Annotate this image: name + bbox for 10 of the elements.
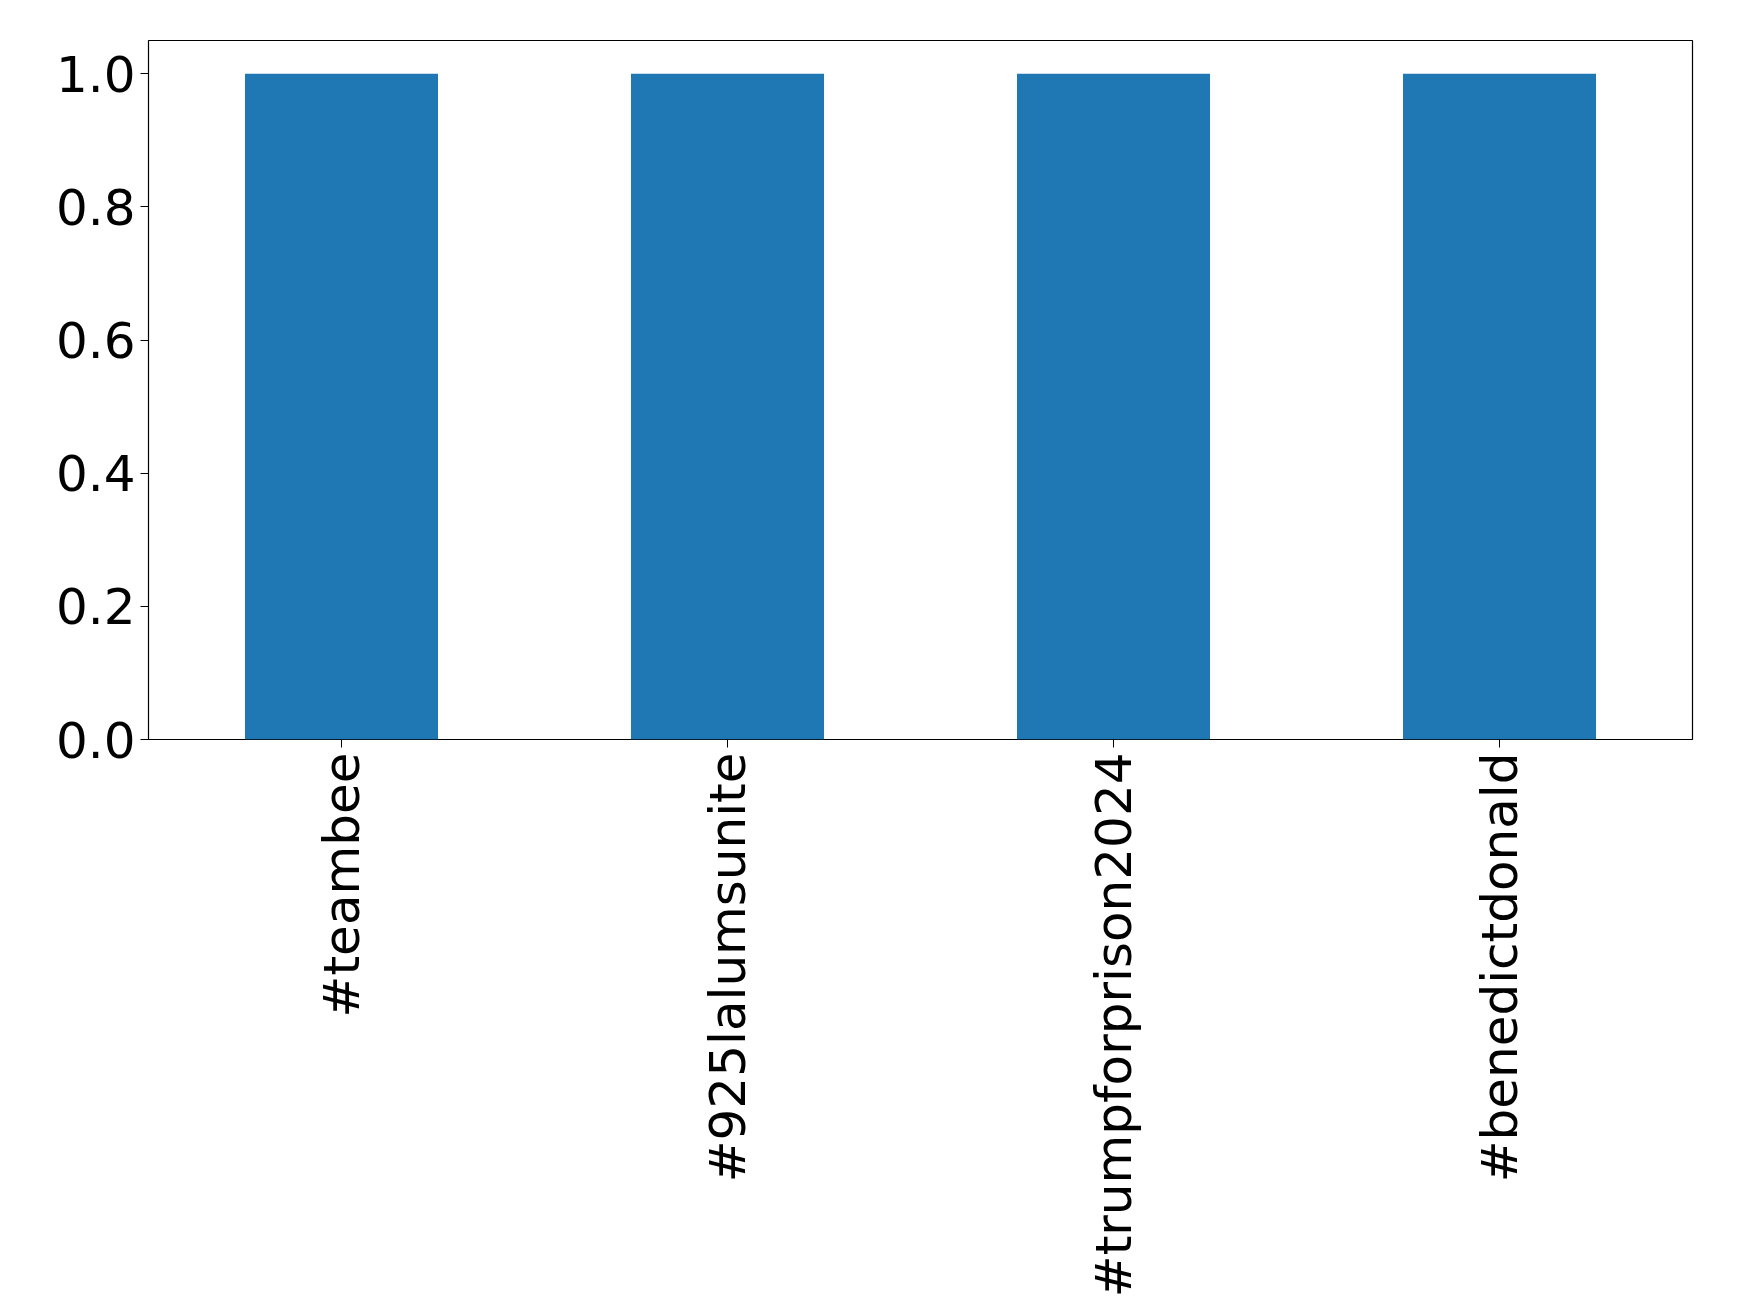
y-tick-label: 1.0 (55, 45, 136, 104)
y-tick-label: 0.0 (55, 711, 136, 770)
y-tick-label: 0.2 (55, 578, 136, 637)
x-tick-label: #benedictdonald (1470, 752, 1529, 1183)
x-tick-label: #teambee (312, 752, 371, 1018)
y-tick-label: 0.6 (55, 312, 136, 371)
y-tick-label: 0.8 (55, 178, 136, 237)
y-tick-label: 0.4 (55, 445, 136, 504)
x-tick-label: #trumpforprison2024 (1084, 752, 1143, 1298)
x-tick-label: #925lalumsunite (698, 752, 757, 1183)
